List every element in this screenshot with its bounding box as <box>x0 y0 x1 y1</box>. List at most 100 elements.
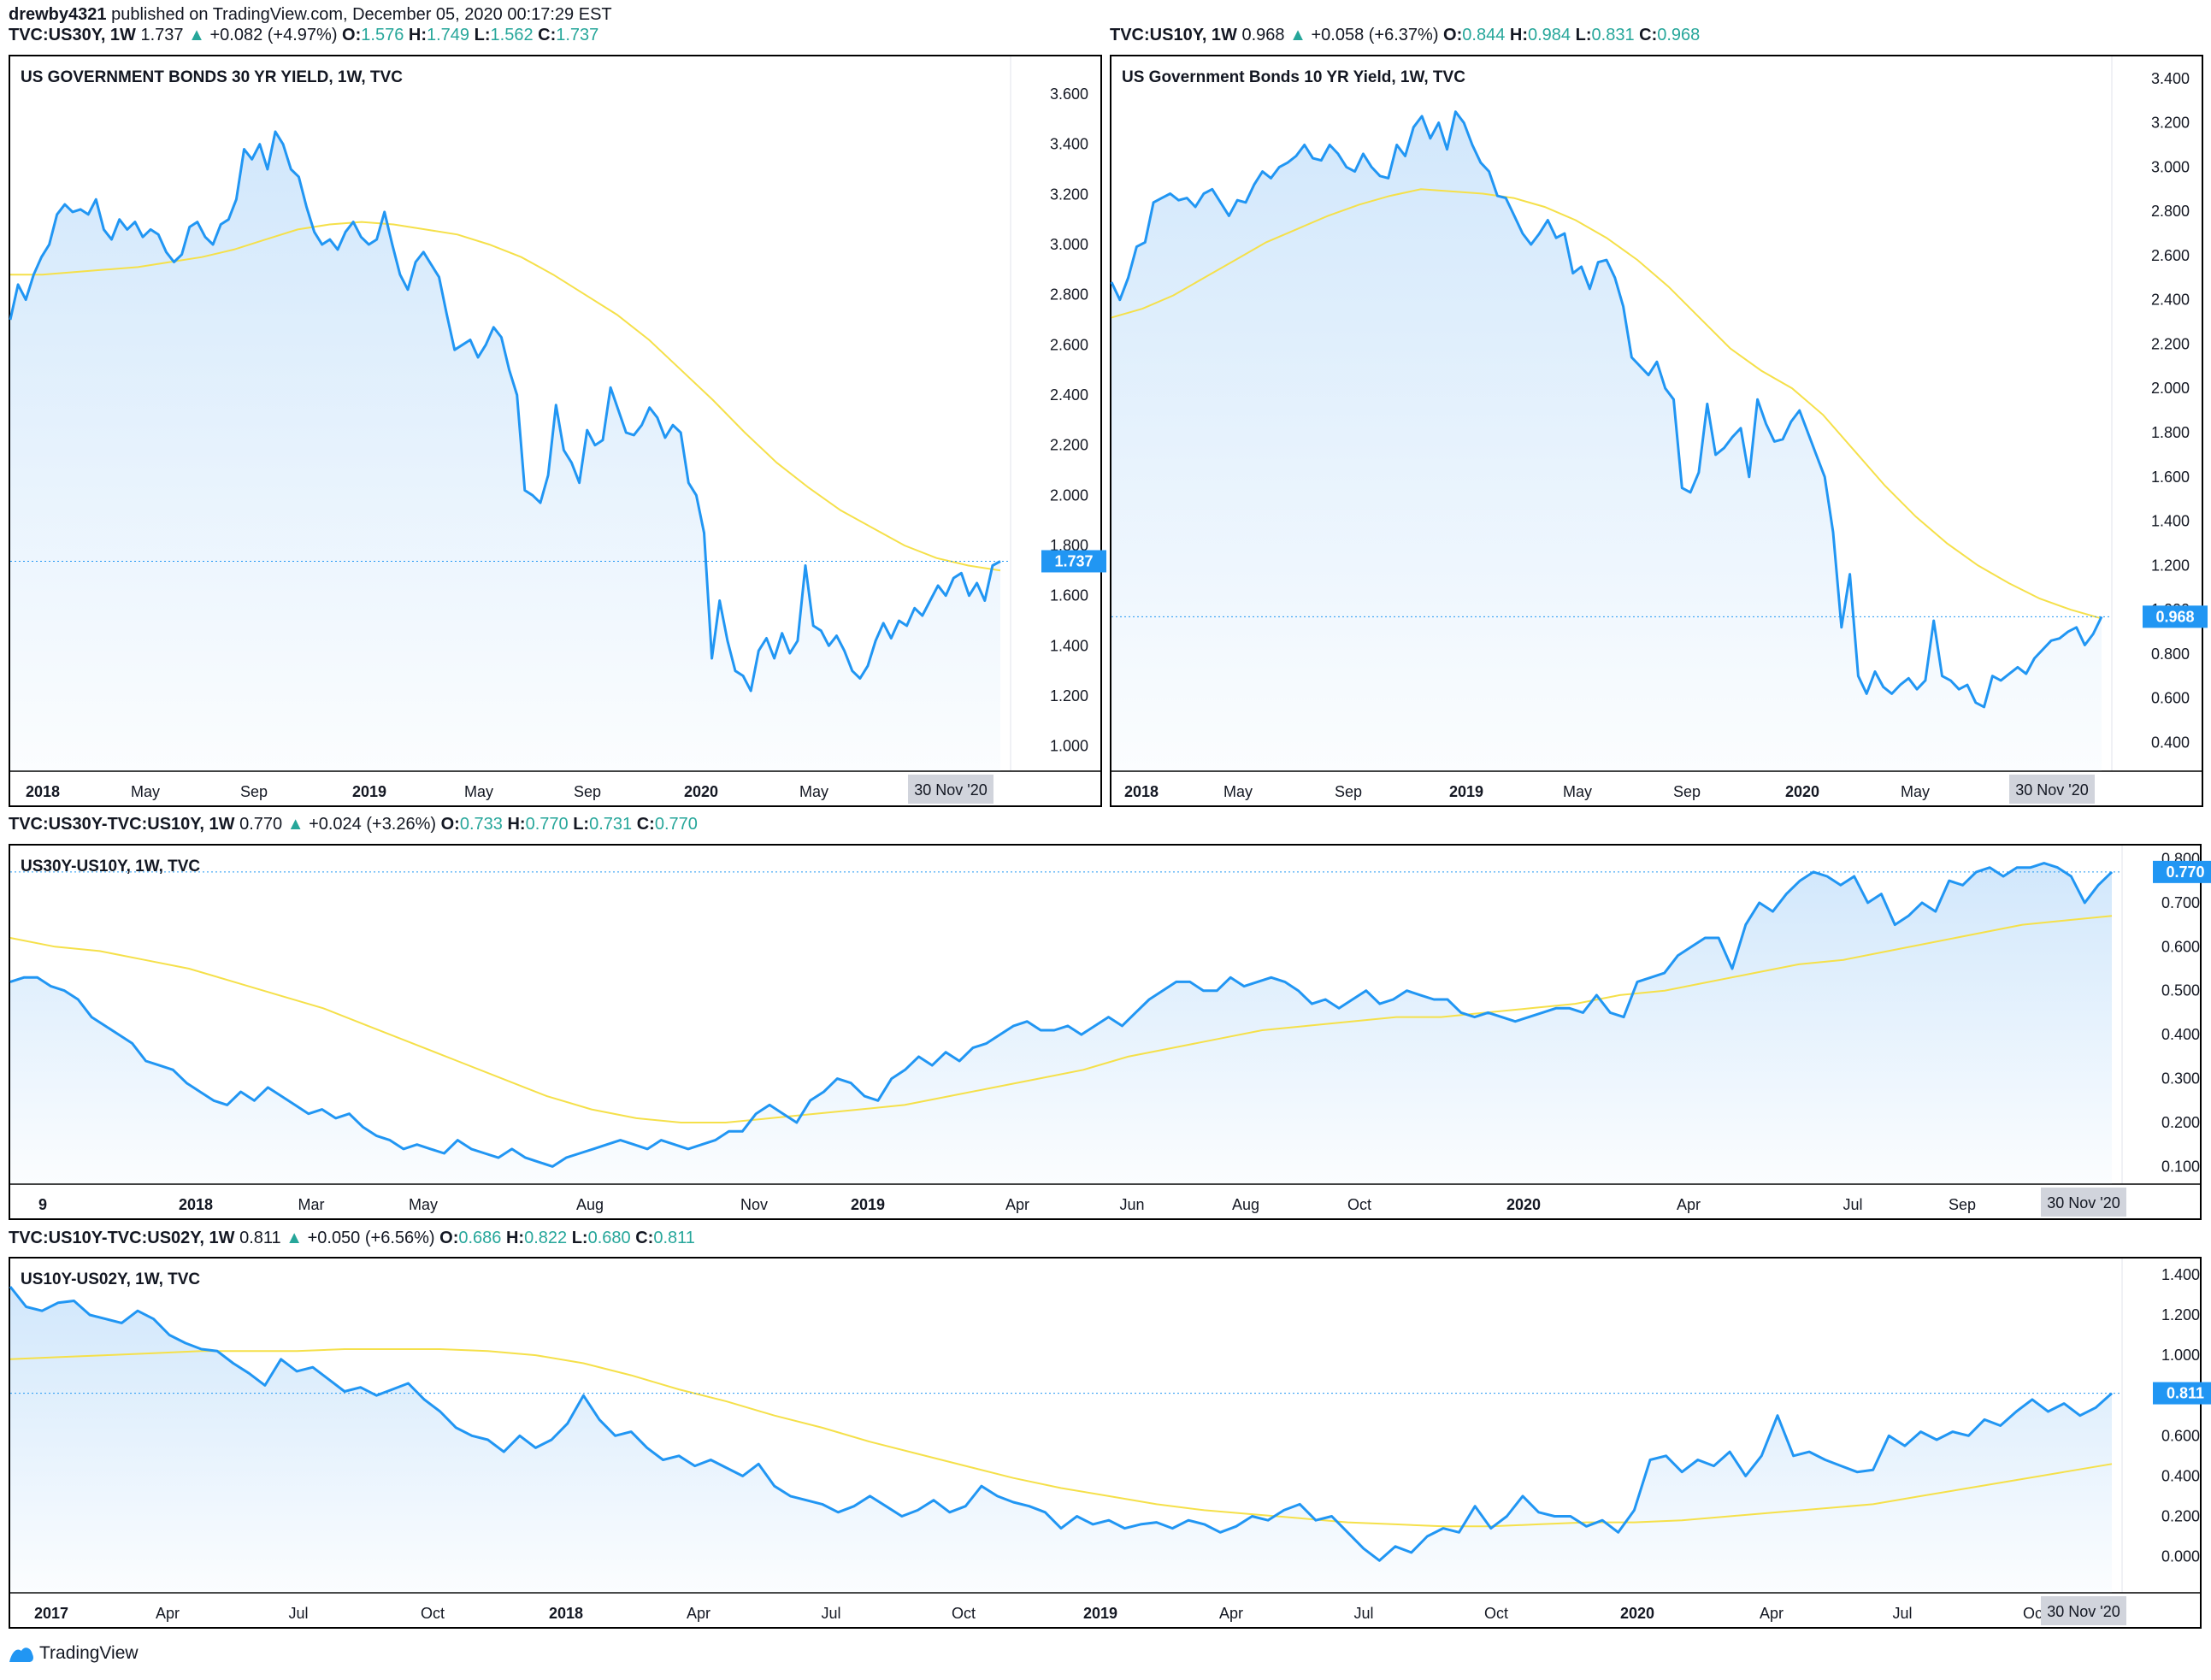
ohlc-label: O: <box>1443 26 1463 44</box>
x-tick-label: Sep <box>574 783 601 800</box>
chart-svg-us30y-us10y[interactable]: 0.1000.2000.3000.4000.5000.6000.7000.800… <box>9 846 2211 1218</box>
footer-brand[interactable]: TradingView <box>9 1643 139 1664</box>
series-line <box>9 130 1001 693</box>
price-change: +0.058 (+6.37%) <box>1311 26 1439 44</box>
ohlc-h-value: 0.770 <box>525 815 569 834</box>
x-tick-label: Jul <box>1892 1605 1912 1622</box>
publish-text: published on TradingView.com, December 0… <box>111 5 612 24</box>
x-tick-label: May <box>799 783 828 800</box>
y-tick-label: 2.400 <box>1050 386 1088 404</box>
y-tick-label: 1.800 <box>2151 424 2190 441</box>
ohlc-o-value: 0.733 <box>459 815 503 834</box>
chart-panel-us10y[interactable]: 0.4000.6000.8001.0001.2001.4001.6001.800… <box>1110 55 2208 807</box>
y-tick-label: 1.000 <box>1050 738 1088 755</box>
ohlc-label: L: <box>1575 26 1592 44</box>
up-arrow-icon: ▲ <box>188 26 205 44</box>
y-tick-label: 2.200 <box>2151 335 2190 352</box>
y-tick-label: 0.700 <box>2161 894 2200 911</box>
x-tick-label: Apr <box>1677 1196 1701 1213</box>
crosshair-date-badge <box>2041 1596 2126 1625</box>
symbol-name: TVC:US30Y, 1W <box>9 26 136 44</box>
y-tick-label: 0.300 <box>2161 1070 2200 1088</box>
x-tick-label: 2020 <box>1506 1196 1541 1213</box>
y-tick-label: 1.200 <box>2151 557 2190 574</box>
y-tick-label: 0.100 <box>2161 1158 2200 1175</box>
ohlc-label: C: <box>636 815 655 834</box>
y-tick-label: 3.600 <box>1050 85 1088 103</box>
x-tick-label: Oct <box>952 1605 976 1622</box>
x-tick-label: Apr <box>1005 1196 1029 1213</box>
crosshair-date-badge <box>2009 775 2095 804</box>
y-tick-label: 2.000 <box>1050 486 1088 504</box>
last-price: 0.770 <box>239 815 283 834</box>
y-tick-label: 2.200 <box>1050 437 1088 454</box>
price-change: +0.050 (+6.56%) <box>307 1229 435 1247</box>
crosshair-date-text: 30 Nov '20 <box>2047 1194 2120 1211</box>
x-tick-label: Jul <box>1843 1196 1862 1213</box>
x-tick-label: Jul <box>821 1605 840 1622</box>
chart-panel-us30y[interactable]: 1.000 1.200 1.400 1.600 1.800 2.000 2.200 2.400… <box>9 55 1106 807</box>
ohlc-h-value: 0.822 <box>524 1229 568 1247</box>
x-tick-label: May <box>1901 783 1930 800</box>
x-tick-label: 2018 <box>26 783 60 800</box>
x-tick-label: Jun <box>1119 1196 1144 1213</box>
x-tick-label: Apr <box>1219 1605 1243 1622</box>
y-tick-label: 3.200 <box>2151 115 2190 132</box>
symbol-name: TVC:US30Y-TVC:US10Y, 1W <box>9 815 235 834</box>
price-change: +0.082 (+4.97%) <box>209 26 338 44</box>
x-tick-label: 2017 <box>34 1605 68 1622</box>
y-tick-label: 0.400 <box>2161 1026 2200 1043</box>
ohlc-l-value: 0.731 <box>589 815 633 834</box>
last-price: 1.737 <box>140 26 184 44</box>
x-tick-label: Sep <box>1335 783 1362 800</box>
ohlc-label: H: <box>507 815 526 834</box>
y-tick-label: 1.200 <box>1050 687 1088 704</box>
up-arrow-icon: ▲ <box>1289 26 1306 44</box>
up-arrow-icon: ▲ <box>286 1229 304 1247</box>
x-tick-label: Nov <box>740 1196 768 1213</box>
up-arrow-icon: ▲ <box>286 815 304 834</box>
crosshair-date-badge <box>908 775 993 804</box>
y-tick-label: 2.400 <box>2151 292 2190 309</box>
x-tick-label: Sep <box>240 783 268 800</box>
x-tick-label: 2019 <box>352 783 386 800</box>
y-tick-label: 1.400 <box>1050 637 1088 654</box>
y-tick-label: 0.600 <box>2151 690 2190 707</box>
ohlc-label: O: <box>439 1229 459 1247</box>
x-tick-label: Sep <box>1949 1196 1976 1213</box>
ohlc-l-value: 0.831 <box>1591 26 1635 44</box>
y-tick-label: 1.800 <box>1050 537 1088 554</box>
chart-svg-us10y[interactable]: 0.4000.6000.8001.0001.2001.4001.6001.800… <box>1110 56 2208 805</box>
x-tick-label: May <box>464 783 493 800</box>
x-tick-label: Oct <box>1484 1605 1508 1622</box>
y-tick-label: 2.800 <box>1050 286 1088 304</box>
x-tick-label: 2019 <box>851 1196 885 1213</box>
ohlc-label: C: <box>635 1229 654 1247</box>
ohlc-l-value: 0.680 <box>587 1229 631 1247</box>
x-tick-label: Jul <box>1353 1605 1373 1622</box>
chart-title-us30y-us10y: US30Y-US10Y, 1W, TVC <box>21 858 200 875</box>
y-tick-label: 3.000 <box>1050 236 1088 253</box>
y-tick-label: 2.600 <box>1050 336 1088 353</box>
chart-svg-us30y[interactable]: 1.000 1.200 1.400 1.600 1.800 2.000 2.200 2.400… <box>9 56 1106 805</box>
moving-average-line <box>1111 188 2102 620</box>
last-price-badge <box>2153 1382 2211 1405</box>
symbol-name: TVC:US10Y-TVC:US02Y, 1W <box>9 1229 235 1247</box>
y-tick-label: 0.500 <box>2161 982 2200 999</box>
y-tick-label: 0.000 <box>2161 1548 2200 1565</box>
y-tick-label: 1.000 <box>2161 1347 2200 1364</box>
chart-panel-us10y-us02y[interactable]: 0.0000.2000.4000.6000.8001.0001.2001.400… <box>9 1257 2211 1629</box>
y-tick-label: 2.600 <box>2151 247 2190 264</box>
y-tick-label: 0.600 <box>2161 938 2200 955</box>
last-price: 0.811 <box>239 1229 281 1247</box>
chart-panel-us30y-us10y[interactable]: 0.100 0.200 0.300 0.400 0.500 0.600 0.700 0.800… <box>9 844 2211 1220</box>
symbol-header-us30y-us10y: TVC:US30Y-TVC:US10Y, 1W 0.770 ▲ +0.024 (… <box>9 815 698 834</box>
chart-title-us10y: US Government Bonds 10 YR Yield, 1W, TVC <box>1122 68 1465 86</box>
chart-svg-us10y-us02y[interactable]: 0.0000.2000.4000.6000.8001.0001.2001.400… <box>9 1259 2211 1627</box>
ohlc-o-value: 1.576 <box>361 26 404 44</box>
symbol-name: TVC:US10Y, 1W <box>1110 26 1237 44</box>
last-price-badge-text: 0.811 <box>2167 1385 2204 1402</box>
ohlc-c-value: 0.968 <box>1657 26 1701 44</box>
y-tick-label: 0.400 <box>2151 734 2190 751</box>
y-tick-label: 1.400 <box>2161 1266 2200 1283</box>
